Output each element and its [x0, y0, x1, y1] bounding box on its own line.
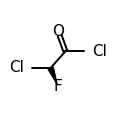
- Text: Cl: Cl: [92, 44, 107, 59]
- Text: Cl: Cl: [9, 60, 24, 75]
- Polygon shape: [48, 67, 57, 84]
- Text: O: O: [52, 24, 64, 39]
- Text: F: F: [54, 79, 62, 94]
